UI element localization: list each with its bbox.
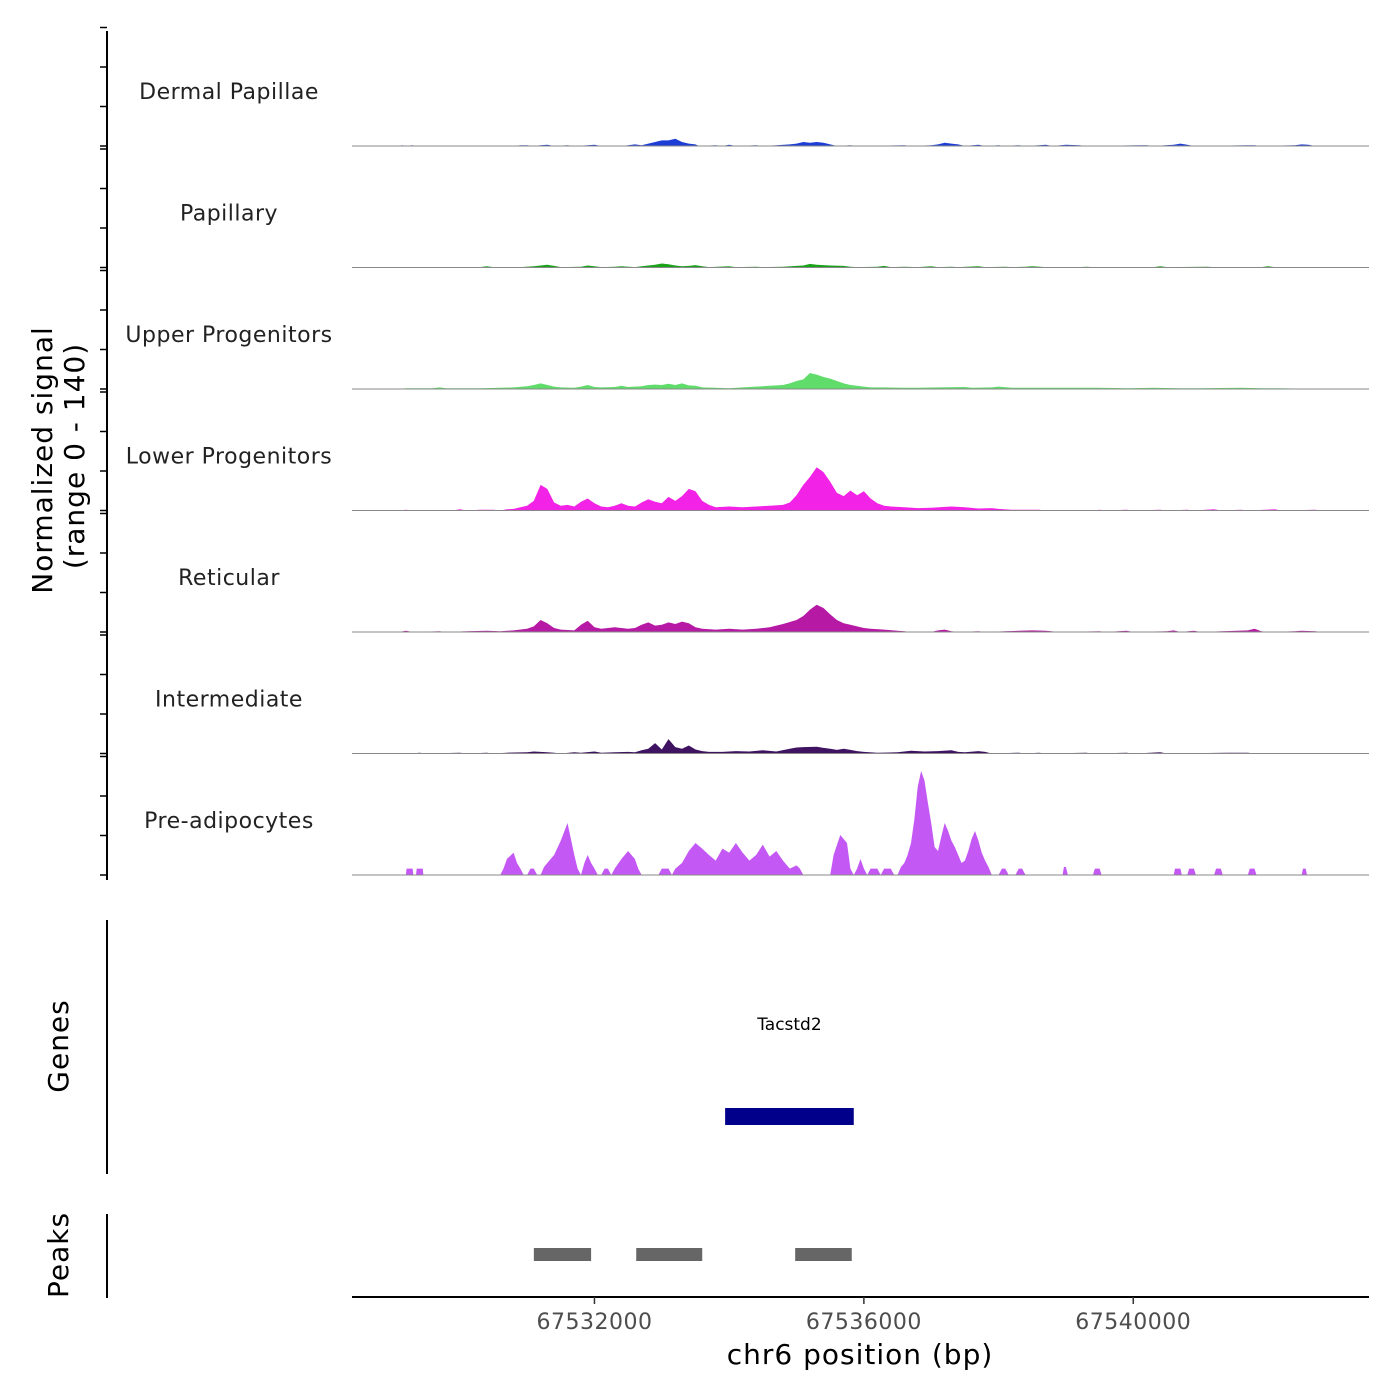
track-signal-area xyxy=(352,604,1369,632)
track-label: Dermal Papillae xyxy=(139,80,319,105)
peaks-ylabel: Peaks xyxy=(42,1212,75,1298)
track-5: Reticular xyxy=(178,566,1369,633)
x-axis-ticks: 67532000 67536000 67540000 xyxy=(536,1297,1191,1335)
peaks-track xyxy=(533,1248,852,1261)
coverage-ylabel-line1: Normalized signal xyxy=(26,326,59,594)
track-label: Upper Progenitors xyxy=(125,323,332,348)
x-tick-label: 67540000 xyxy=(1075,1310,1191,1335)
gene-label: Tacstd2 xyxy=(756,1015,821,1035)
track-3: Upper Progenitors xyxy=(125,323,1369,390)
track-signal-area xyxy=(352,138,1369,146)
genes-track: Tacstd2 xyxy=(725,1015,854,1125)
gene-body xyxy=(725,1108,854,1125)
track-7: Pre-adipocytes xyxy=(144,771,1369,876)
x-axis-title: chr6 position (bp) xyxy=(727,1338,994,1371)
track-signal-area xyxy=(352,739,1369,754)
track-label: Papillary xyxy=(180,202,278,227)
track-label: Pre-adipocytes xyxy=(144,809,314,834)
coverage-tracks: Dermal Papillae Papillary Upper Progenitor… xyxy=(125,80,1369,876)
coverage-ylabel-line2: (range 0 - 140) xyxy=(58,343,91,569)
genes-ylabel: Genes xyxy=(42,999,75,1092)
track-4: Lower Progenitors xyxy=(126,445,1369,511)
coverage-y-ticks xyxy=(100,26,107,876)
track-label: Intermediate xyxy=(155,688,303,713)
x-tick-label: 67536000 xyxy=(806,1310,922,1335)
peak xyxy=(533,1248,592,1261)
track-2: Papillary xyxy=(180,202,1369,268)
track-6: Intermediate xyxy=(155,688,1369,754)
peak xyxy=(636,1248,703,1261)
track-label: Lower Progenitors xyxy=(126,445,332,470)
track-signal-area xyxy=(352,263,1369,268)
track-1: Dermal Papillae xyxy=(139,80,1369,147)
x-tick-label: 67532000 xyxy=(536,1310,652,1335)
track-signal-area xyxy=(352,373,1369,389)
track-signal-area xyxy=(352,771,1369,875)
track-signal-area xyxy=(352,467,1369,511)
peak xyxy=(795,1248,852,1261)
track-label: Reticular xyxy=(178,566,280,591)
